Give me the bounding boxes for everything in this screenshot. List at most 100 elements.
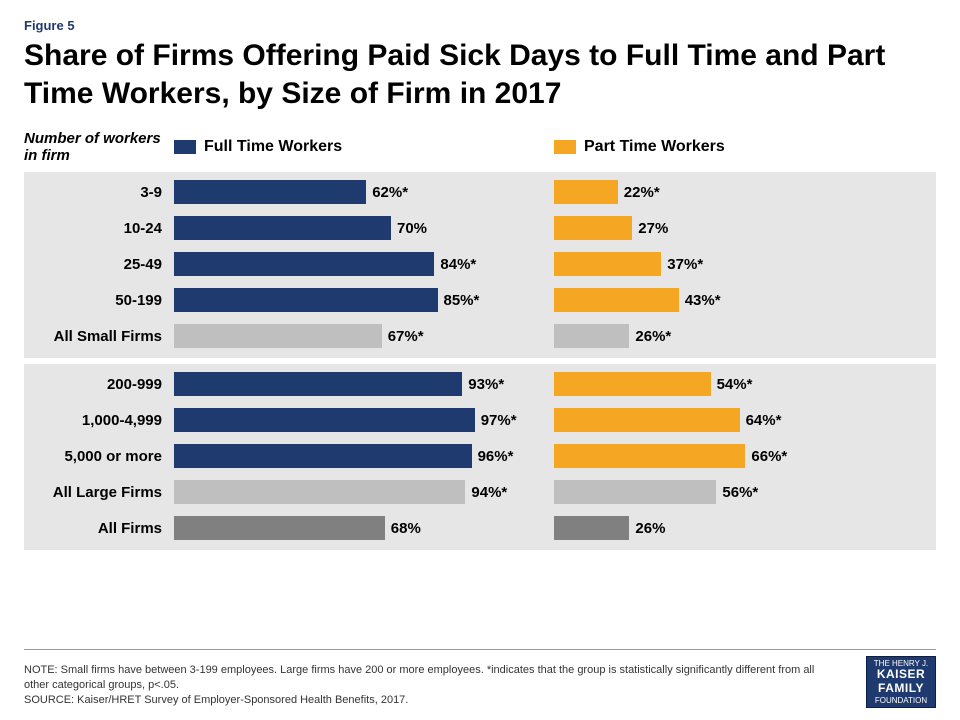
- fulltime-cell: 93%*: [174, 372, 554, 396]
- chart-header: Number of workers in firm Full Time Work…: [24, 126, 936, 168]
- category-label: 1,000-4,999: [24, 412, 174, 429]
- parttime-bar: [554, 216, 632, 240]
- chart-area: Number of workers in firm Full Time Work…: [24, 126, 936, 550]
- category-label: 200-999: [24, 376, 174, 393]
- parttime-bar: [554, 252, 661, 276]
- fulltime-bar: [174, 444, 472, 468]
- category-label: All Large Firms: [24, 484, 174, 501]
- parttime-cell: 56%*: [554, 480, 914, 504]
- category-label: All Small Firms: [24, 328, 174, 345]
- category-label: All Firms: [24, 520, 174, 537]
- parttime-bar: [554, 324, 629, 348]
- chart-row: 3-9 62%* 22%*: [24, 174, 936, 210]
- fulltime-value: 70%: [391, 220, 427, 237]
- parttime-value: 43%*: [679, 292, 721, 309]
- chart-row: 200-99993%* 54%*: [24, 366, 936, 402]
- chart-row: 50-199 85%* 43%*: [24, 282, 936, 318]
- parttime-value: 26%*: [629, 328, 671, 345]
- kff-logo: THE HENRY J. KAISER FAMILY FOUNDATION: [866, 656, 936, 708]
- fulltime-bar: [174, 324, 382, 348]
- fulltime-cell: 94%*: [174, 480, 554, 504]
- fulltime-cell: 85%*: [174, 288, 554, 312]
- fulltime-bar: [174, 372, 462, 396]
- fulltime-bar: [174, 480, 465, 504]
- category-label: 25-49: [24, 256, 174, 273]
- swatch-parttime: [554, 140, 576, 154]
- fulltime-cell: 70%: [174, 216, 554, 240]
- category-label: 3-9: [24, 184, 174, 201]
- figure-label: Figure 5: [24, 18, 936, 33]
- fulltime-bar: [174, 180, 366, 204]
- parttime-value: 26%: [629, 520, 665, 537]
- parttime-cell: 64%*: [554, 408, 914, 432]
- parttime-value: 66%*: [745, 448, 787, 465]
- fulltime-bar: [174, 252, 434, 276]
- chart-groups: 3-9 62%* 22%* 10-24 70% 27% 25-49 84%* 37%* 50-19…: [24, 172, 936, 550]
- chart-title: Share of Firms Offering Paid Sick Days t…: [24, 37, 936, 112]
- parttime-cell: 26%*: [554, 324, 914, 348]
- chart-row: All Large Firms 94%* 56%*: [24, 474, 936, 510]
- parttime-value: 64%*: [740, 412, 782, 429]
- chart-row: 10-24 70% 27%: [24, 210, 936, 246]
- parttime-bar: [554, 372, 711, 396]
- fulltime-value: 84%*: [434, 256, 476, 273]
- chart-row: 1,000-4,999 97%* 64%*: [24, 402, 936, 438]
- parttime-bar: [554, 444, 745, 468]
- fulltime-value: 97%*: [475, 412, 517, 429]
- category-label: 10-24: [24, 220, 174, 237]
- parttime-bar: [554, 288, 679, 312]
- chart-row: All Firms 68% 26%: [24, 510, 936, 546]
- fulltime-value: 96%*: [472, 448, 514, 465]
- fulltime-bar: [174, 288, 438, 312]
- chart-group: 3-9 62%* 22%* 10-24 70% 27% 25-49 84%* 37%* 50-19…: [24, 172, 936, 358]
- legend-fulltime: Full Time Workers: [174, 138, 554, 156]
- source-text: SOURCE: Kaiser/HRET Survey of Employer-S…: [24, 693, 824, 708]
- chart-group: 200-99993%* 54%* 1,000-4,999 97%* 64%* 5,000 …: [24, 364, 936, 550]
- parttime-bar: [554, 408, 740, 432]
- fulltime-cell: 68%: [174, 516, 554, 540]
- fulltime-cell: 97%*: [174, 408, 554, 432]
- fulltime-bar: [174, 408, 475, 432]
- y-axis-label: Number of workers in firm: [24, 130, 174, 165]
- parttime-value: 37%*: [661, 256, 703, 273]
- parttime-value: 54%*: [711, 376, 753, 393]
- parttime-cell: 54%*: [554, 372, 914, 396]
- parttime-bar: [554, 516, 629, 540]
- swatch-fulltime: [174, 140, 196, 154]
- parttime-bar: [554, 480, 716, 504]
- footer-text: NOTE: Small firms have between 3-199 emp…: [24, 663, 824, 708]
- logo-line4: FOUNDATION: [875, 696, 927, 705]
- fulltime-bar: [174, 516, 385, 540]
- fulltime-cell: 67%*: [174, 324, 554, 348]
- category-label: 50-199: [24, 292, 174, 309]
- parttime-cell: 66%*: [554, 444, 914, 468]
- logo-line2: KAISER: [877, 668, 925, 682]
- chart-row: 5,000 or more 96%* 66%*: [24, 438, 936, 474]
- parttime-cell: 43%*: [554, 288, 914, 312]
- fulltime-value: 68%: [385, 520, 421, 537]
- fulltime-cell: 84%*: [174, 252, 554, 276]
- fulltime-value: 67%*: [382, 328, 424, 345]
- parttime-value: 22%*: [618, 184, 660, 201]
- logo-line3: FAMILY: [878, 682, 924, 696]
- parttime-value: 56%*: [716, 484, 758, 501]
- parttime-cell: 22%*: [554, 180, 914, 204]
- fulltime-bar: [174, 216, 391, 240]
- legend-parttime: Part Time Workers: [554, 138, 914, 156]
- fulltime-cell: 96%*: [174, 444, 554, 468]
- fulltime-value: 62%*: [366, 184, 408, 201]
- chart-row: 25-49 84%* 37%*: [24, 246, 936, 282]
- fulltime-value: 85%*: [438, 292, 480, 309]
- fulltime-cell: 62%*: [174, 180, 554, 204]
- parttime-cell: 37%*: [554, 252, 914, 276]
- chart-row: All Small Firms 67%* 26%*: [24, 318, 936, 354]
- category-label: 5,000 or more: [24, 448, 174, 465]
- fulltime-value: 94%*: [465, 484, 507, 501]
- parttime-cell: 26%: [554, 516, 914, 540]
- parttime-bar: [554, 180, 618, 204]
- legend-fulltime-label: Full Time Workers: [204, 138, 342, 156]
- parttime-cell: 27%: [554, 216, 914, 240]
- note-text: NOTE: Small firms have between 3-199 emp…: [24, 663, 824, 693]
- legend-parttime-label: Part Time Workers: [584, 138, 725, 156]
- footer: NOTE: Small firms have between 3-199 emp…: [24, 649, 936, 708]
